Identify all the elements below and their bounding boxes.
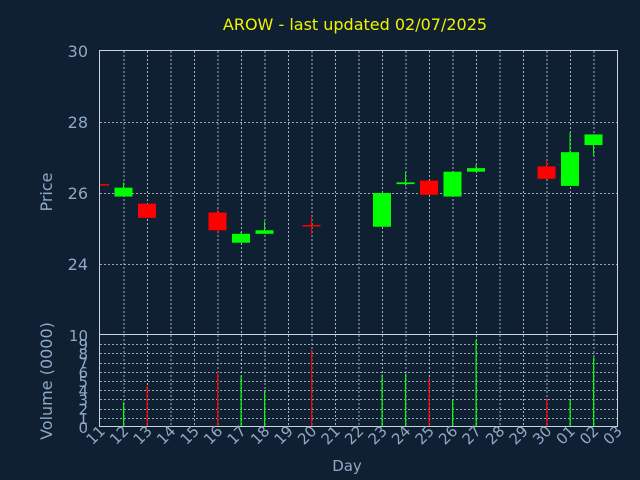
price-tick-labels: 24 26 28 30 xyxy=(68,42,88,274)
price-axis-label: Price xyxy=(37,172,56,211)
volume-bar xyxy=(264,391,266,427)
day-tick-labels: 1112131415161718192021222324252627282930… xyxy=(83,422,626,448)
volume-bar xyxy=(475,339,477,427)
volume-bar xyxy=(240,375,242,427)
candle-body xyxy=(232,233,250,243)
price-tick-label: 26 xyxy=(68,184,88,203)
volume-bar xyxy=(123,402,125,427)
candle-body xyxy=(537,166,556,179)
day-axis-label: Day xyxy=(332,457,362,475)
volume-tick-label: 5 xyxy=(78,373,88,391)
volume-bar xyxy=(405,373,407,427)
volume-tick-label: 3 xyxy=(78,391,88,409)
candle-body xyxy=(100,184,109,186)
volume-bar xyxy=(452,399,454,427)
volume-tick-label: 8 xyxy=(78,345,88,363)
volume-tick-label: 1 xyxy=(78,410,88,428)
volume-axis-label: Volume (0000) xyxy=(37,322,56,440)
candle-body xyxy=(467,168,485,172)
price-grid xyxy=(100,51,617,335)
volume-tick-label: 9 xyxy=(78,336,88,354)
price-tick-label: 24 xyxy=(68,255,88,274)
volume-bar xyxy=(381,374,383,427)
candle-body xyxy=(396,182,415,185)
candle-body xyxy=(138,203,156,218)
volume-bar xyxy=(569,399,571,427)
volume-tick-label: 7 xyxy=(78,355,88,373)
candle-body xyxy=(561,152,579,186)
candle-body xyxy=(255,230,274,234)
candle-body xyxy=(208,212,227,231)
volume-bar xyxy=(428,377,430,427)
price-tick-label: 28 xyxy=(68,113,88,132)
candle-body xyxy=(302,224,321,227)
volume-tick-label: 6 xyxy=(78,364,88,382)
candle-body xyxy=(114,187,133,197)
candle-body xyxy=(373,193,391,227)
volume-bar xyxy=(217,371,219,427)
chart-title: AROW - last updated 02/07/2025 xyxy=(223,15,487,34)
candle-body xyxy=(420,180,438,195)
volume-bar xyxy=(146,385,148,427)
volume-bar xyxy=(546,398,548,427)
volume-bar xyxy=(311,349,313,427)
candlestick-series xyxy=(100,132,603,243)
volume-panel-frame xyxy=(99,334,618,427)
volume-tick-label: 10 xyxy=(69,327,88,345)
volume-tick-label: 4 xyxy=(78,382,88,400)
volume-series xyxy=(123,339,595,427)
volume-bar xyxy=(593,357,595,427)
volume-tick-label: 0 xyxy=(78,419,88,437)
volume-tick-label: 2 xyxy=(78,401,88,419)
candle-body xyxy=(584,134,603,146)
candle-body xyxy=(443,171,462,197)
price-tick-label: 30 xyxy=(68,42,88,61)
